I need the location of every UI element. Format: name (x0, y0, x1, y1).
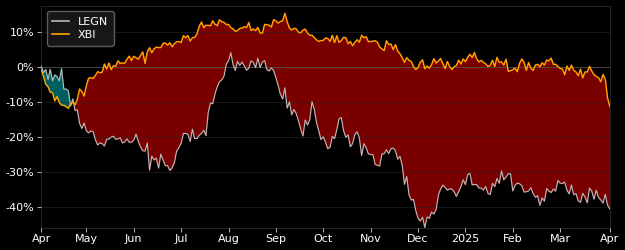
Legend: LEGN, XBI: LEGN, XBI (47, 11, 114, 46)
